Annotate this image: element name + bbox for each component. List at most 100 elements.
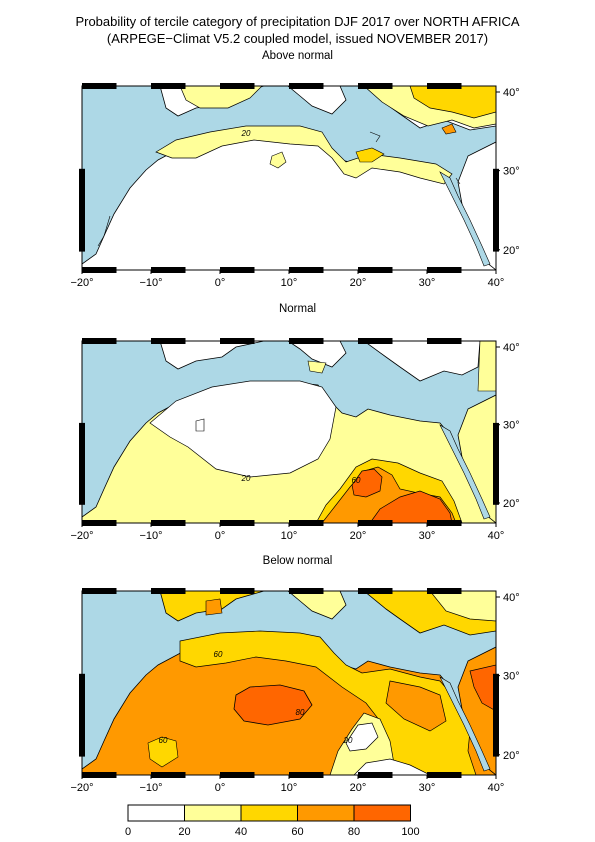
y-tick-label: 30° [503, 671, 520, 683]
frame-bar [358, 338, 393, 344]
contour-label: 60 [159, 736, 168, 745]
contour-label: 20 [241, 129, 251, 138]
prob-40-60-area [179, 630, 477, 775]
map-normal: −20° −10° 0° 10° 20° 30° 40° 40° 30° 20° 20 60 [70, 338, 520, 542]
figure-subtitle: (ARPEGE−Climat V5.2 coupled model, issue… [106, 31, 489, 46]
frame-bar [82, 267, 117, 273]
prob-40-60-area [441, 123, 457, 135]
x-tick-label: −10° [139, 277, 162, 289]
frame-bar [427, 588, 462, 594]
prob-0-20-area [149, 380, 337, 478]
frame-bar [151, 338, 186, 344]
legend-swatch [297, 804, 355, 822]
red-sea [439, 171, 491, 267]
prob-20-40-area [287, 591, 347, 620]
prob-0-20-area [287, 341, 347, 368]
frame-bar [427, 772, 462, 778]
contour-label: 60 [352, 476, 361, 485]
frame-bar [289, 772, 324, 778]
frame-bar [493, 422, 499, 505]
frame-bar [151, 588, 186, 594]
legend-tick-label: 60 [291, 826, 303, 838]
frame-bar [82, 772, 117, 778]
prob-20-40-area [155, 125, 453, 185]
y-tick-label: 20° [503, 245, 520, 257]
coastline [97, 131, 461, 247]
prob-40-60-area [409, 86, 496, 119]
frame-bar [82, 588, 117, 594]
frame-bar [220, 83, 255, 89]
panel-title-below: Below normal [262, 555, 333, 567]
frame-bar [358, 588, 393, 594]
x-tick-label: 30° [419, 530, 436, 542]
colorbar-legend: 0 20 40 60 80 100 [125, 804, 420, 838]
prob-0-20-area [82, 341, 265, 370]
prob-60-80-area [385, 680, 447, 732]
y-tick-label: 20° [503, 498, 520, 510]
frame-bar [151, 83, 186, 89]
figure-title: Probability of tercile category of preci… [75, 14, 520, 29]
frame-bar [151, 772, 186, 778]
y-tick-label: 40° [503, 342, 520, 354]
panel-title-normal: Normal [278, 303, 317, 315]
frame-bar [289, 267, 324, 273]
map-below-normal: −20° −10° 0° 10° 20° 30° 40° 40° 30° 20° 60 80 60 20 [70, 588, 520, 794]
x-tick-label: 40° [488, 782, 505, 794]
x-tick-label: 40° [488, 277, 505, 289]
prob-40-60-area [147, 736, 179, 768]
x-tick-label: 30° [419, 782, 436, 794]
prob-80-100-area [233, 684, 313, 726]
x-tick-label: 40° [488, 530, 505, 542]
frame-bar [79, 422, 85, 505]
frame-bar [220, 588, 255, 594]
x-tick-label: −20° [70, 277, 93, 289]
frame-bar [151, 267, 186, 273]
frame-bar [427, 338, 462, 344]
frame-bar [427, 520, 462, 526]
frame-bar [289, 520, 324, 526]
legend-swatch [127, 804, 185, 822]
frame-bar [289, 83, 324, 89]
contour-label: 80 [296, 708, 305, 717]
prob-40-60-area [355, 147, 385, 163]
frame-bar [358, 772, 393, 778]
prob-0-20-area [195, 418, 205, 432]
legend-swatch [184, 804, 242, 822]
frame-bar [289, 338, 324, 344]
y-tick-label: 30° [503, 420, 520, 432]
land-area [287, 86, 347, 115]
frame-bar [427, 83, 462, 89]
frame-bar [79, 168, 85, 252]
x-tick-label: 10° [281, 530, 298, 542]
frame-bar [493, 168, 499, 252]
prob-80-100-area [469, 664, 496, 712]
y-tick-label: 30° [503, 166, 520, 178]
legend-tick-label: 100 [401, 826, 419, 838]
y-tick-label: 20° [503, 750, 520, 762]
frame-bar [493, 673, 499, 757]
legend-tick-label: 80 [348, 826, 360, 838]
frame-bar [427, 267, 462, 273]
prob-20-40-area [477, 341, 496, 392]
frame-bar [151, 520, 186, 526]
frame-bar [289, 588, 324, 594]
x-tick-label: 20° [350, 782, 367, 794]
x-tick-label: 0° [215, 277, 226, 289]
prob-20-40-area [179, 86, 263, 109]
x-tick-label: 0° [215, 782, 226, 794]
x-tick-label: −20° [70, 782, 93, 794]
legend-tick-label: 20 [178, 826, 190, 838]
frame-bar [220, 267, 255, 273]
legend-swatch [240, 804, 298, 822]
frame-bar [79, 673, 85, 757]
frame-bar [358, 520, 393, 526]
prob-0-20-area [363, 341, 481, 382]
x-tick-label: −10° [139, 530, 162, 542]
legend-tick-label: 0 [125, 826, 131, 838]
frame-bar [82, 520, 117, 526]
x-tick-label: 20° [350, 530, 367, 542]
prob-40-60-area [82, 591, 265, 622]
frame-bar [82, 83, 117, 89]
legend-swatch [353, 804, 411, 822]
frame-bar [82, 338, 117, 344]
